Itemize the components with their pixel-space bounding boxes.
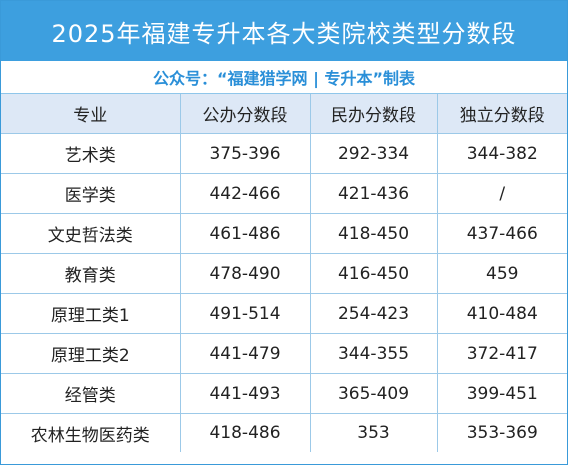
cell-major: 原理工类1 [1,293,181,334]
table-source-note: 公众号：“福建猎学网 | 专升本”制表 [1,61,567,94]
cell-public: 375-396 [180,133,311,174]
table-row: 原理工类1 491-514 254-423 410-484 [1,293,567,334]
cell-public: 442-466 [180,173,311,214]
cell-private: 416-450 [310,253,438,294]
cell-public: 418-486 [180,413,311,452]
table-header-row: 专业 公办分数段 民办分数段 独立分数段 [1,94,567,134]
cell-major: 经管类 [1,373,181,414]
cell-independent: 459 [437,253,567,294]
cell-independent: 437-466 [437,213,567,254]
score-table: 专业 公办分数段 民办分数段 独立分数段 艺术类 375-396 292-334… [1,94,567,452]
cell-private: 421-436 [310,173,438,214]
cell-major: 教育类 [1,253,181,294]
cell-public: 441-479 [180,333,311,374]
table-row: 文史哲法类 461-486 418-450 437-466 [1,213,567,254]
cell-private: 418-450 [310,213,438,254]
cell-private: 344-355 [310,333,438,374]
cell-independent: / [437,173,567,214]
cell-major: 原理工类2 [1,333,181,374]
cell-public: 491-514 [180,293,311,334]
cell-private: 365-409 [310,373,438,414]
cell-private: 353 [310,413,438,452]
header-public: 公办分数段 [180,94,311,134]
header-independent: 独立分数段 [437,94,567,134]
cell-major: 农林生物医药类 [1,413,181,452]
cell-major: 艺术类 [1,133,181,174]
cell-independent: 353-369 [466,423,538,443]
cell-independent: 344-382 [437,133,567,174]
table-row: 原理工类2 441-479 344-355 372-417 [1,333,567,374]
cell-public: 461-486 [180,213,311,254]
cell-public: 478-490 [180,253,311,294]
cell-private: 292-334 [310,133,438,174]
page-title: 2025年福建专升本各大类院校类型分数段 [1,1,567,61]
cell-independent: 399-451 [437,373,567,414]
cell-major: 医学类 [1,173,181,214]
cell-public: 441-493 [180,373,311,414]
cell-independent: 372-417 [437,333,567,374]
table-row: 医学类 442-466 421-436 / [1,173,567,214]
cell-independent: 410-484 [437,293,567,334]
header-major: 专业 [1,94,181,134]
cell-private: 254-423 [310,293,438,334]
header-private: 民办分数段 [310,94,438,134]
table-row: 艺术类 375-396 292-334 344-382 [1,133,567,174]
table-row: 农林生物医药类 418-486 353 353-369 [1,413,567,452]
table-row: 经管类 441-493 365-409 399-451 [1,373,567,414]
table-row: 教育类 478-490 416-450 459 [1,253,567,294]
cell-major: 文史哲法类 [1,213,181,254]
